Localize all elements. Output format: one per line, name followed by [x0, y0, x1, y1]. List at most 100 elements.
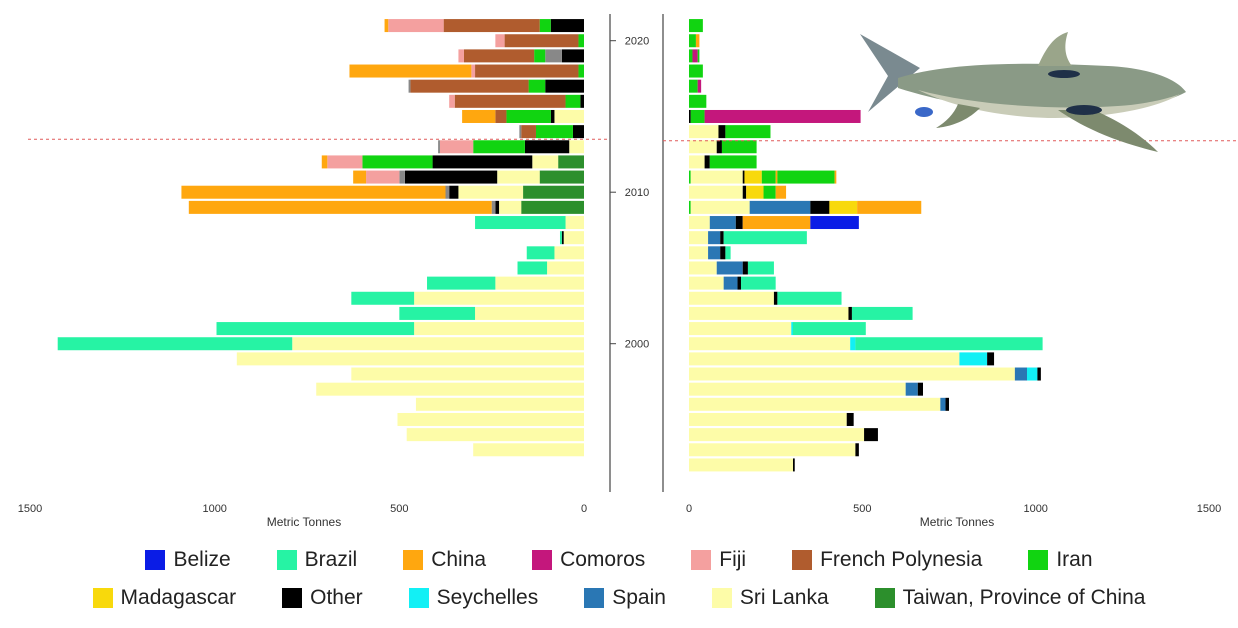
x-tick-label: 0: [581, 503, 587, 515]
legend-item: Taiwan, Province of China: [874, 586, 1145, 610]
bar-segment-sri-lanka: [689, 216, 710, 230]
bar-segment-fiji: [327, 155, 363, 169]
x-tick-label: 1000: [202, 503, 226, 515]
bar-segment-other: [773, 291, 778, 305]
legend-item: Brazil: [276, 548, 358, 572]
legend-swatch: [874, 588, 895, 608]
bar-segment-sri-lanka: [690, 170, 743, 184]
bar-segment-fiji: [471, 64, 476, 78]
bar-segment-sri-lanka: [689, 382, 906, 396]
bar-segment-brazil: [725, 246, 731, 260]
bar-segment-spain: [940, 397, 946, 411]
bar-segment-other: [495, 200, 500, 214]
bar-segment-iran: [690, 109, 705, 123]
bar-segment-spain: [708, 231, 721, 245]
legend-row: Belize Brazil China Comoros Fiji French Polyn…: [0, 548, 1238, 572]
bar-segment-other: [987, 352, 995, 366]
bar-segment-china: [353, 170, 367, 184]
bar-segment-brazil: [216, 322, 415, 336]
legend-item: Comoros: [532, 548, 645, 572]
legend-item: China: [403, 548, 486, 572]
legend-label: Madagascar: [120, 586, 237, 609]
bar-segment-other: [917, 382, 923, 396]
bar-segment-brazil: [855, 337, 1043, 351]
bar-segment-other: [720, 246, 726, 260]
bar-segment-sri-lanka: [563, 231, 584, 245]
legend-swatch: [532, 550, 553, 570]
legend-swatch: [403, 550, 424, 570]
bar-segment-spain: [905, 382, 918, 396]
bar-segment-china: [321, 155, 328, 169]
bar-segment-spain: [749, 200, 811, 214]
bar-segment-sri-lanka: [689, 140, 717, 154]
pilot-fish-3: [915, 107, 933, 117]
bar-segment-seychelles: [791, 322, 793, 336]
bar-segment-taiwan-province-of-china: [521, 200, 584, 214]
x-axis-label-left: Metric Tonnes: [267, 515, 341, 529]
bar-segment-other: [846, 412, 854, 426]
x-tick-label: 0: [686, 503, 692, 515]
bar-segment-other: [580, 94, 584, 108]
pilot-fish-2: [1066, 105, 1102, 115]
bar-segment-sri-lanka: [689, 306, 849, 320]
bar-segment-iran: [721, 140, 757, 154]
bar-segment-other: [864, 428, 878, 442]
bar-segment-iran: [709, 155, 757, 169]
shark-pelvic-fin: [936, 104, 980, 128]
bar-segment-french-polynesia: [521, 125, 536, 139]
bar-segment-sri-lanka: [689, 443, 856, 457]
bar-segment-unlabelled-grey: [438, 140, 440, 154]
bar-segment-comoros: [704, 109, 861, 123]
legend-label: Sri Lanka: [739, 586, 829, 609]
bar-segment-brazil: [517, 261, 548, 275]
bar-segment-sri-lanka: [565, 216, 584, 230]
legend-label: Fiji: [719, 548, 747, 571]
bar-segment-iran: [689, 64, 703, 78]
bar-segment-brazil: [723, 231, 807, 245]
bar-segment-spain: [708, 246, 721, 260]
bar-segment-other: [689, 109, 691, 123]
bar-segment-other: [550, 19, 584, 33]
bar-segment-china: [775, 185, 787, 199]
bar-segment-china: [188, 200, 492, 214]
bar-segment-other: [561, 231, 564, 245]
bar-segment-iran: [763, 185, 776, 199]
bar-segment-brazil: [741, 276, 776, 290]
x-tick-label: 1000: [1023, 503, 1047, 515]
bar-segment-brazil: [57, 337, 293, 351]
bar-segment-sri-lanka: [689, 458, 793, 472]
legend-label: Brazil: [304, 548, 358, 571]
bar-segment-sri-lanka: [554, 246, 584, 260]
bar-segment-sri-lanka: [236, 352, 584, 366]
bar-segment-french-polynesia: [475, 64, 579, 78]
legend-swatch: [691, 550, 712, 570]
bar-segment-iran: [578, 64, 584, 78]
legend-label: Seychelles: [436, 586, 539, 609]
bar-segment-other: [720, 231, 724, 245]
legend-label: French Polynesia: [820, 548, 983, 571]
bar-segment-french-polynesia: [495, 109, 507, 123]
bar-segment-sri-lanka: [689, 231, 709, 245]
shark-dorsal-fin: [1038, 32, 1072, 66]
bar-segment-china: [349, 64, 472, 78]
bar-segment-other: [704, 155, 710, 169]
bar-segment-sri-lanka: [497, 170, 540, 184]
bar-segment-madagascar: [829, 200, 858, 214]
legend-swatch: [792, 550, 813, 570]
bar-segment-seychelles: [959, 352, 988, 366]
bar-segment-taiwan-province-of-china: [558, 155, 584, 169]
bar-segment-iran: [539, 19, 551, 33]
legend-item: Madagascar: [92, 586, 237, 610]
bar-segment-sri-lanka: [532, 155, 559, 169]
bar-segment-sri-lanka: [689, 246, 709, 260]
bar-segment-sri-lanka: [414, 322, 584, 336]
legend-swatch: [276, 550, 297, 570]
bar-segment-sri-lanka: [689, 185, 743, 199]
bar-segment-french-polynesia: [454, 94, 566, 108]
bar-segment-iran: [689, 170, 691, 184]
bar-segment-fiji: [495, 34, 505, 48]
x-tick-label: 1500: [18, 503, 42, 515]
shark-belly: [918, 90, 1180, 118]
bar-segment-other: [945, 397, 949, 411]
pilot-fish-1: [1048, 70, 1080, 78]
